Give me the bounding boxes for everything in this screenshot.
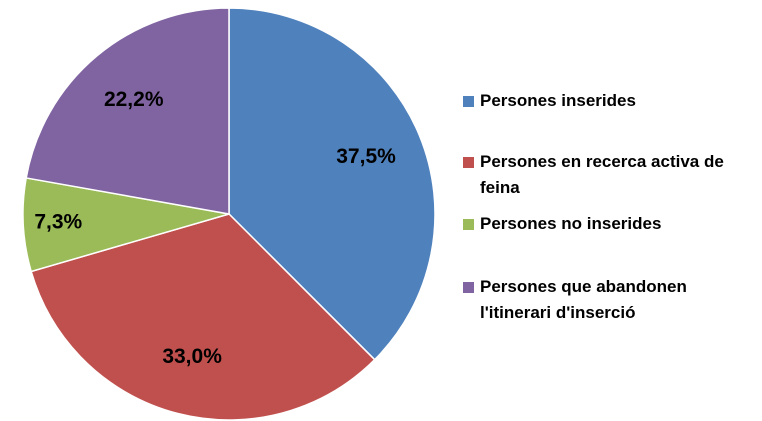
legend-label: Persones no inserides <box>480 214 662 233</box>
data-label: 37,5% <box>336 145 396 168</box>
legend-swatch <box>463 282 474 293</box>
legend-label: Persones que abandonen l'itinerari d'ins… <box>480 277 687 322</box>
pie-slice <box>228 7 436 361</box>
legend-item: Persones inserides <box>463 88 636 114</box>
data-label: 22,2% <box>104 88 164 111</box>
pie-slice <box>30 213 376 421</box>
legend-swatch <box>463 219 474 230</box>
data-label: 33,0% <box>162 345 222 368</box>
legend-swatch <box>463 96 474 107</box>
chart: 37,5% 33,0% 7,3% 22,2% <box>22 7 436 421</box>
legend-label: Persones en recerca activa de feina <box>480 152 724 197</box>
legend-item: Persones no inserides <box>463 211 661 237</box>
legend: Persones inserides Persones en recerca ac… <box>463 0 753 421</box>
data-label: 7,3% <box>34 211 82 234</box>
legend-item: Persones en recerca activa de feina <box>463 149 753 201</box>
legend-label: Persones inserides <box>480 91 636 110</box>
legend-item: Persones que abandonen l'itinerari d'ins… <box>463 274 753 326</box>
legend-swatch <box>463 157 474 168</box>
pie-slice <box>25 7 230 215</box>
